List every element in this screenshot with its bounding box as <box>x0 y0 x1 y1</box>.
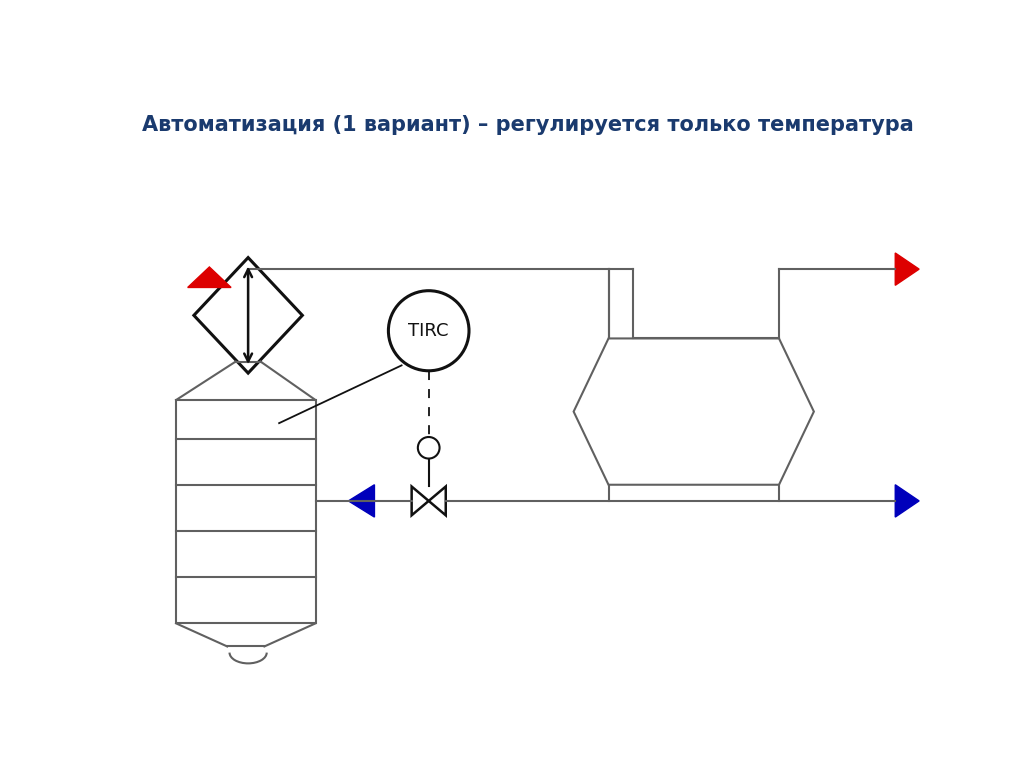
Text: TIRC: TIRC <box>409 321 449 340</box>
Text: Автоматизация (1 вариант) – регулируется только температура: Автоматизация (1 вариант) – регулируется… <box>142 115 913 135</box>
Polygon shape <box>348 485 375 517</box>
Polygon shape <box>187 267 231 288</box>
Polygon shape <box>895 485 920 517</box>
Polygon shape <box>895 253 920 285</box>
